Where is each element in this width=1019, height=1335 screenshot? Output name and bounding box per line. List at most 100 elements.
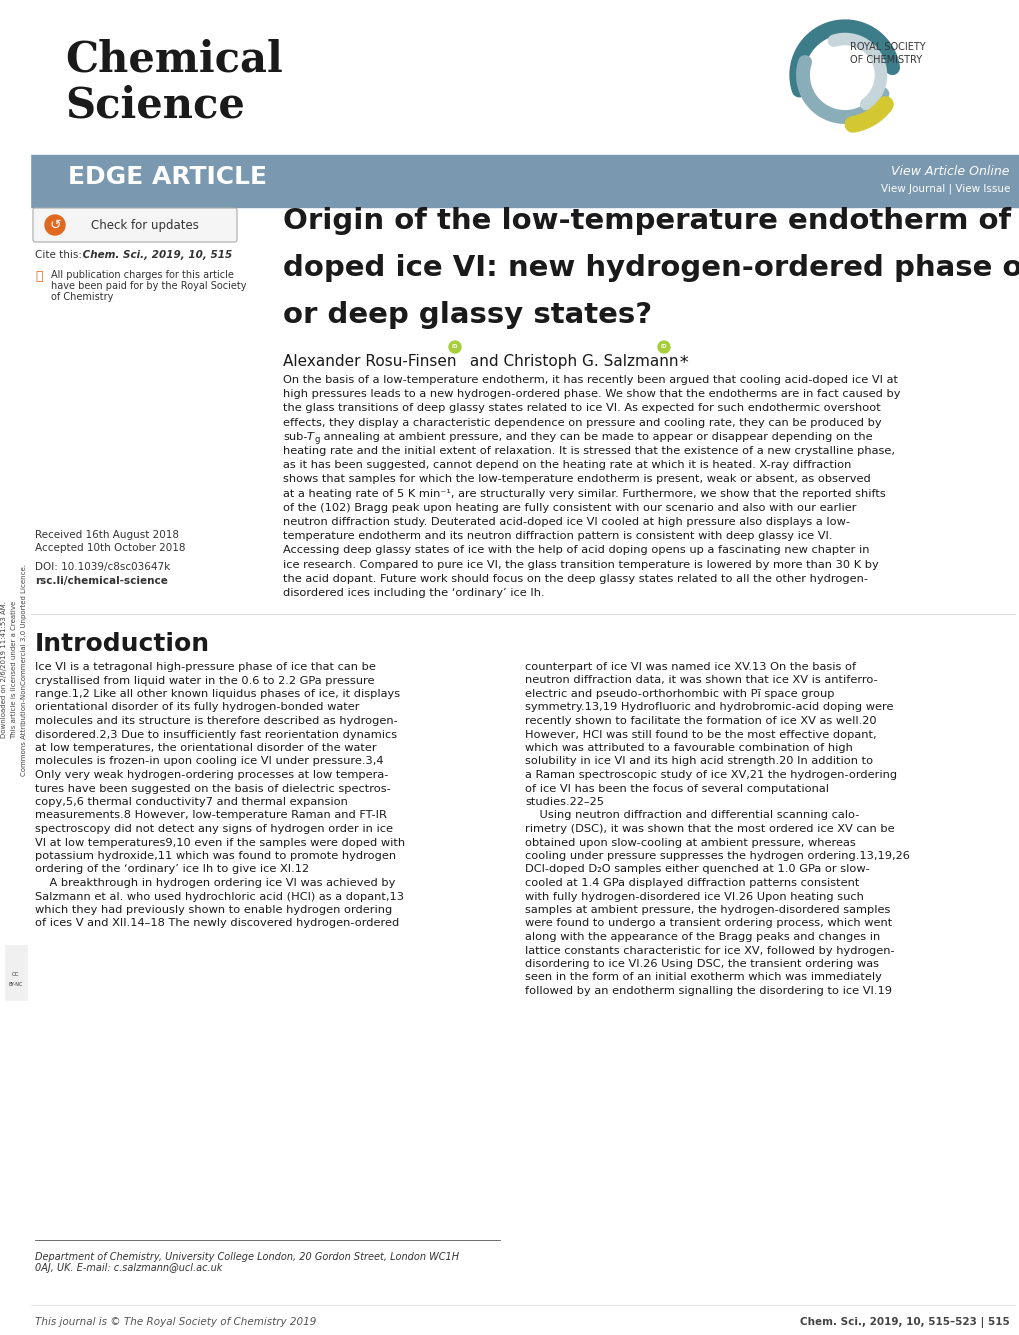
- Circle shape: [45, 215, 65, 235]
- Text: disordered.2,3 Due to insufficiently fast reorientation dynamics: disordered.2,3 Due to insufficiently fas…: [35, 729, 396, 740]
- Text: Department of Chemistry, University College London, 20 Gordon Street, London WC1: Department of Chemistry, University Coll…: [35, 1252, 459, 1262]
- Text: neutron diffraction study. Deuterated acid-doped ice VI cooled at high pressure : neutron diffraction study. Deuterated ac…: [282, 517, 849, 527]
- Text: Introduction: Introduction: [35, 631, 210, 655]
- Text: counterpart of ice VI was named ice XV.13 On the basis of: counterpart of ice VI was named ice XV.1…: [525, 662, 855, 672]
- Text: the glass transitions of deep glassy states related to ice VI. As expected for s: the glass transitions of deep glassy sta…: [282, 403, 879, 414]
- Text: symmetry.13,19 Hydrofluoric and hydrobromic-acid doping were: symmetry.13,19 Hydrofluoric and hydrobro…: [525, 702, 893, 713]
- Text: of Chemistry: of Chemistry: [51, 292, 113, 302]
- Text: rimetry (DSC), it was shown that the most ordered ice XV can be: rimetry (DSC), it was shown that the mos…: [525, 824, 894, 834]
- Text: rsc.li/chemical-science: rsc.li/chemical-science: [35, 575, 168, 586]
- Text: orientational disorder of its fully hydrogen-bonded water: orientational disorder of its fully hydr…: [35, 702, 359, 713]
- Text: solubility in ice VI and its high acid strength.20 In addition to: solubility in ice VI and its high acid s…: [525, 757, 872, 766]
- Text: seen in the form of an initial exotherm which was immediately: seen in the form of an initial exotherm …: [525, 972, 881, 983]
- Text: disordering to ice VI.26 Using DSC, the transient ordering was: disordering to ice VI.26 Using DSC, the …: [525, 959, 878, 969]
- Text: DCl-doped D₂O samples either quenched at 1.0 GPa or slow-: DCl-doped D₂O samples either quenched at…: [525, 865, 869, 874]
- Text: heating rate and the initial extent of relaxation. It is stressed that the exist: heating rate and the initial extent of r…: [282, 446, 894, 457]
- Text: cooled at 1.4 GPa displayed diffraction patterns consistent: cooled at 1.4 GPa displayed diffraction …: [525, 878, 859, 888]
- Text: high pressures leads to a new hydrogen-ordered phase. We show that the endotherm: high pressures leads to a new hydrogen-o…: [282, 390, 900, 399]
- Text: copy,5,6 thermal conductivity7 and thermal expansion: copy,5,6 thermal conductivity7 and therm…: [35, 797, 347, 806]
- Text: All publication charges for this article: All publication charges for this article: [51, 270, 233, 280]
- Text: which was attributed to a favourable combination of high: which was attributed to a favourable com…: [525, 744, 852, 753]
- Text: of the (102) Bragg peak upon heating are fully consistent with our scenario and : of the (102) Bragg peak upon heating are…: [282, 503, 856, 513]
- Text: along with the appearance of the Bragg peaks and changes in: along with the appearance of the Bragg p…: [525, 932, 879, 943]
- Bar: [0, 0, 30, 1335]
- Text: range.1,2 Like all other known liquidus phases of ice, it displays: range.1,2 Like all other known liquidus …: [35, 689, 399, 700]
- Text: and Christoph G. Salzmann: and Christoph G. Salzmann: [465, 354, 678, 368]
- Text: doped ice VI: new hydrogen-ordered phase of ice: doped ice VI: new hydrogen-ordered phase…: [282, 254, 1019, 282]
- Text: were found to undergo a transient ordering process, which went: were found to undergo a transient orderi…: [525, 918, 892, 929]
- Text: annealing at ambient pressure, and they can be made to appear or disappear depen: annealing at ambient pressure, and they …: [320, 431, 872, 442]
- Circle shape: [448, 340, 461, 352]
- Text: Chemical: Chemical: [65, 37, 282, 80]
- Text: g: g: [315, 435, 320, 443]
- Text: electric and pseudo-orthorhombic with Pī space group: electric and pseudo-orthorhombic with Pī…: [525, 689, 834, 700]
- Text: A breakthrough in hydrogen ordering ice VI was achieved by: A breakthrough in hydrogen ordering ice …: [35, 878, 395, 888]
- Text: at a heating rate of 5 K min⁻¹, are structurally very similar. Furthermore, we s: at a heating rate of 5 K min⁻¹, are stru…: [282, 489, 884, 498]
- Text: ↺: ↺: [49, 218, 61, 232]
- Text: which they had previously shown to enable hydrogen ordering: which they had previously shown to enabl…: [35, 905, 392, 914]
- Text: disordered ices including the ‘ordinary’ ice Ih.: disordered ices including the ‘ordinary’…: [282, 587, 544, 598]
- Text: molecules is frozen-in upon cooling ice VI under pressure.3,4: molecules is frozen-in upon cooling ice …: [35, 757, 383, 766]
- Text: Downloaded on 2/6/2019 11:41:53 AM.
This article is licensed under a Creative
Co: Downloaded on 2/6/2019 11:41:53 AM. This…: [1, 563, 26, 776]
- Text: View Article Online: View Article Online: [891, 166, 1009, 178]
- Text: ordering of the ‘ordinary’ ice Ih to give ice XI.12: ordering of the ‘ordinary’ ice Ih to giv…: [35, 865, 309, 874]
- Text: Science: Science: [65, 85, 245, 127]
- Circle shape: [657, 340, 669, 352]
- Text: On the basis of a low-temperature endotherm, it has recently been argued that co: On the basis of a low-temperature endoth…: [282, 375, 897, 384]
- Text: Only very weak hydrogen-ordering processes at low tempera-: Only very weak hydrogen-ordering process…: [35, 770, 388, 780]
- Bar: [30, 155, 1019, 207]
- Text: Origin of the low-temperature endotherm of acid-: Origin of the low-temperature endotherm …: [282, 207, 1019, 235]
- Text: Cite this:: Cite this:: [35, 250, 82, 260]
- Text: of ice VI has been the focus of several computational: of ice VI has been the focus of several …: [525, 784, 828, 793]
- Text: temperature endotherm and its neutron diffraction pattern is consistent with dee: temperature endotherm and its neutron di…: [282, 531, 832, 541]
- Text: a Raman spectroscopic study of ice XV,21 the hydrogen-ordering: a Raman spectroscopic study of ice XV,21…: [525, 770, 897, 780]
- Text: with fully hydrogen-disordered ice VI.26 Upon heating such: with fully hydrogen-disordered ice VI.26…: [525, 892, 863, 901]
- Text: sub-: sub-: [282, 431, 307, 442]
- Text: tures have been suggested on the basis of dielectric spectros-: tures have been suggested on the basis o…: [35, 784, 390, 793]
- Text: Check for updates: Check for updates: [91, 219, 199, 231]
- Text: However, HCl was still found to be the most effective dopant,: However, HCl was still found to be the m…: [525, 729, 875, 740]
- Text: Received 16th August 2018: Received 16th August 2018: [35, 530, 178, 539]
- Text: measurements.8 However, low-temperature Raman and FT-IR: measurements.8 However, low-temperature …: [35, 810, 386, 821]
- Text: CC: CC: [12, 972, 19, 977]
- Bar: [5, 945, 26, 1000]
- Bar: [30, 0, 1019, 155]
- FancyBboxPatch shape: [33, 208, 236, 242]
- Text: recently shown to facilitate the formation of ice XV as well.20: recently shown to facilitate the formati…: [525, 716, 875, 726]
- Text: spectroscopy did not detect any signs of hydrogen order in ice: spectroscopy did not detect any signs of…: [35, 824, 392, 834]
- Text: or deep glassy states?: or deep glassy states?: [282, 300, 651, 328]
- Text: potassium hydroxide,11 which was found to promote hydrogen: potassium hydroxide,11 which was found t…: [35, 850, 395, 861]
- Text: iD: iD: [451, 344, 458, 350]
- Text: iD: iD: [660, 344, 666, 350]
- Text: ROYAL SOCIETY: ROYAL SOCIETY: [849, 41, 924, 52]
- Text: studies.22–25: studies.22–25: [525, 797, 603, 806]
- Text: obtained upon slow-cooling at ambient pressure, whereas: obtained upon slow-cooling at ambient pr…: [525, 837, 855, 848]
- Text: samples at ambient pressure, the hydrogen-disordered samples: samples at ambient pressure, the hydroge…: [525, 905, 890, 914]
- Text: of ices V and XII.14–18 The newly discovered hydrogen-ordered: of ices V and XII.14–18 The newly discov…: [35, 918, 398, 929]
- Text: OF CHEMISTRY: OF CHEMISTRY: [849, 55, 921, 65]
- Text: at low temperatures, the orientational disorder of the water: at low temperatures, the orientational d…: [35, 744, 376, 753]
- Text: Alexander Rosu-Finsen: Alexander Rosu-Finsen: [282, 354, 457, 368]
- Text: shows that samples for which the low-temperature endotherm is present, weak or a: shows that samples for which the low-tem…: [282, 474, 870, 485]
- Text: followed by an endotherm signalling the disordering to ice VI.19: followed by an endotherm signalling the …: [525, 987, 892, 996]
- Text: Chem. Sci., 2019, 10, 515–523 | 515: Chem. Sci., 2019, 10, 515–523 | 515: [800, 1318, 1009, 1328]
- Text: Accepted 10th October 2018: Accepted 10th October 2018: [35, 543, 185, 553]
- Text: effects, they display a characteristic dependence on pressure and cooling rate, : effects, they display a characteristic d…: [282, 418, 880, 427]
- Text: the acid dopant. Future work should focus on the deep glassy states related to a: the acid dopant. Future work should focu…: [282, 574, 867, 583]
- Text: 0AJ, UK. E-mail: c.salzmann@ucl.ac.uk: 0AJ, UK. E-mail: c.salzmann@ucl.ac.uk: [35, 1263, 222, 1274]
- Text: View Journal | View Issue: View Journal | View Issue: [879, 183, 1009, 194]
- Text: crystallised from liquid water in the 0.6 to 2.2 GPa pressure: crystallised from liquid water in the 0.…: [35, 676, 374, 685]
- Text: EDGE ARTICLE: EDGE ARTICLE: [68, 166, 267, 190]
- Text: Ice VI is a tetragonal high-pressure phase of ice that can be: Ice VI is a tetragonal high-pressure pha…: [35, 662, 376, 672]
- Text: neutron diffraction data, it was shown that ice XV is antiferro-: neutron diffraction data, it was shown t…: [525, 676, 877, 685]
- Text: ice research. Compared to pure ice VI, the glass transition temperature is lower: ice research. Compared to pure ice VI, t…: [282, 559, 878, 570]
- Text: Chem. Sci., 2019, 10, 515: Chem. Sci., 2019, 10, 515: [78, 250, 232, 260]
- Text: cooling under pressure suppresses the hydrogen ordering.13,19,26: cooling under pressure suppresses the hy…: [525, 850, 909, 861]
- Text: lattice constants characteristic for ice XV, followed by hydrogen-: lattice constants characteristic for ice…: [525, 945, 894, 956]
- Text: T: T: [307, 431, 314, 442]
- Text: Accessing deep glassy states of ice with the help of acid doping opens up a fasc: Accessing deep glassy states of ice with…: [282, 546, 868, 555]
- Text: Salzmann et al. who used hydrochloric acid (HCl) as a dopant,13: Salzmann et al. who used hydrochloric ac…: [35, 892, 404, 901]
- Text: as it has been suggested, cannot depend on the heating rate at which it is heate: as it has been suggested, cannot depend …: [282, 461, 851, 470]
- Text: VI at low temperatures9,10 even if the samples were doped with: VI at low temperatures9,10 even if the s…: [35, 837, 405, 848]
- Text: DOI: 10.1039/c8sc03647k: DOI: 10.1039/c8sc03647k: [35, 562, 170, 571]
